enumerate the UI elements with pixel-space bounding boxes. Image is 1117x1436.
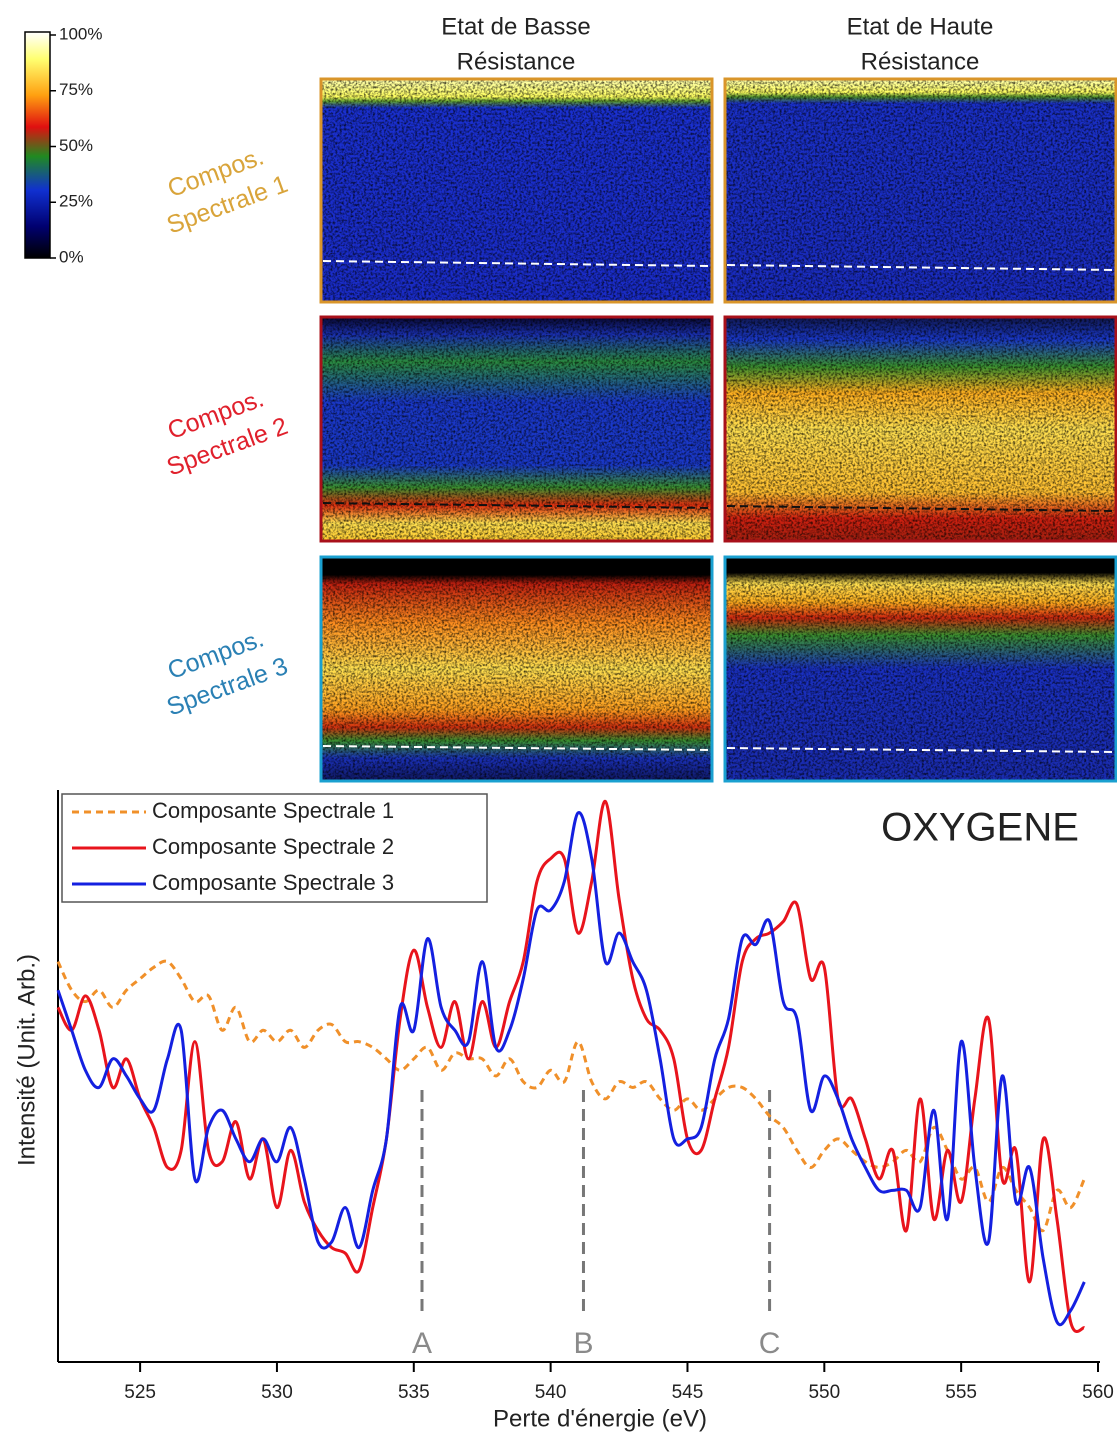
colorbar-tick-label: 75% (59, 80, 93, 99)
x-tick-label: 535 (398, 1382, 430, 1403)
panel-border (723, 555, 1117, 783)
row-label: Compos.Spectrale 3 (163, 624, 291, 721)
column-header: Résistance (861, 48, 980, 75)
x-tick-label: 540 (535, 1382, 567, 1403)
panel-border (723, 315, 1117, 543)
heatmap-panels (319, 77, 1117, 783)
panel-border (319, 77, 714, 304)
legend-label: Composante Spectrale 3 (152, 870, 394, 895)
panel-noise (725, 79, 1116, 302)
legend-label: Composante Spectrale 2 (152, 834, 394, 859)
x-tick-label: 550 (808, 1382, 840, 1403)
panel-border (319, 555, 714, 783)
row-labels: Compos.Spectrale 1 Compos.Spectrale 2 Comp… (163, 142, 291, 721)
panel-noise (321, 79, 712, 302)
x-tick-label: 560 (1082, 1382, 1114, 1403)
x-tick-label: 545 (672, 1382, 704, 1403)
line-chart: OXYGENE Perte d'énergie (eV) Intensité (… (13, 790, 1114, 1432)
annotation-label: C (759, 1327, 781, 1360)
annotation-label: B (573, 1327, 593, 1360)
panel-noise (321, 557, 712, 781)
colorbar-tick-label: 100% (59, 24, 102, 43)
colorbar-ticks: 100% 75% 50% 25% 0% (50, 24, 102, 266)
colorbar-tick-label: 25% (59, 192, 93, 211)
panel-border (319, 315, 714, 543)
annotation-label: A (412, 1327, 432, 1360)
legend-label: Composante Spectrale 1 (152, 798, 394, 823)
panel-noise (321, 317, 712, 541)
series-line (56, 811, 1086, 1327)
colorbar (24, 31, 51, 259)
chart-title: OXYGENE (881, 806, 1079, 850)
panel-noise (725, 557, 1116, 781)
series-line (56, 799, 1085, 1333)
x-tick-label: 525 (124, 1382, 156, 1403)
colorbar-tick-label: 0% (59, 247, 84, 266)
x-tick-label: 555 (945, 1382, 977, 1403)
column-header: Résistance (457, 48, 576, 75)
column-header: Etat de Haute (847, 13, 994, 40)
panel-noise (725, 317, 1116, 541)
panel-border (723, 77, 1117, 304)
row-label: Compos.Spectrale 1 (163, 142, 291, 239)
row-label: Compos.Spectrale 2 (163, 384, 291, 481)
column-header: Etat de Basse (441, 13, 590, 40)
y-axis-label: Intensité (Unit. Arb.) (13, 954, 40, 1166)
colorbar-tick-label: 50% (59, 136, 93, 155)
x-tick-label: 530 (261, 1382, 293, 1403)
x-axis-label: Perte d'énergie (eV) (493, 1405, 707, 1432)
